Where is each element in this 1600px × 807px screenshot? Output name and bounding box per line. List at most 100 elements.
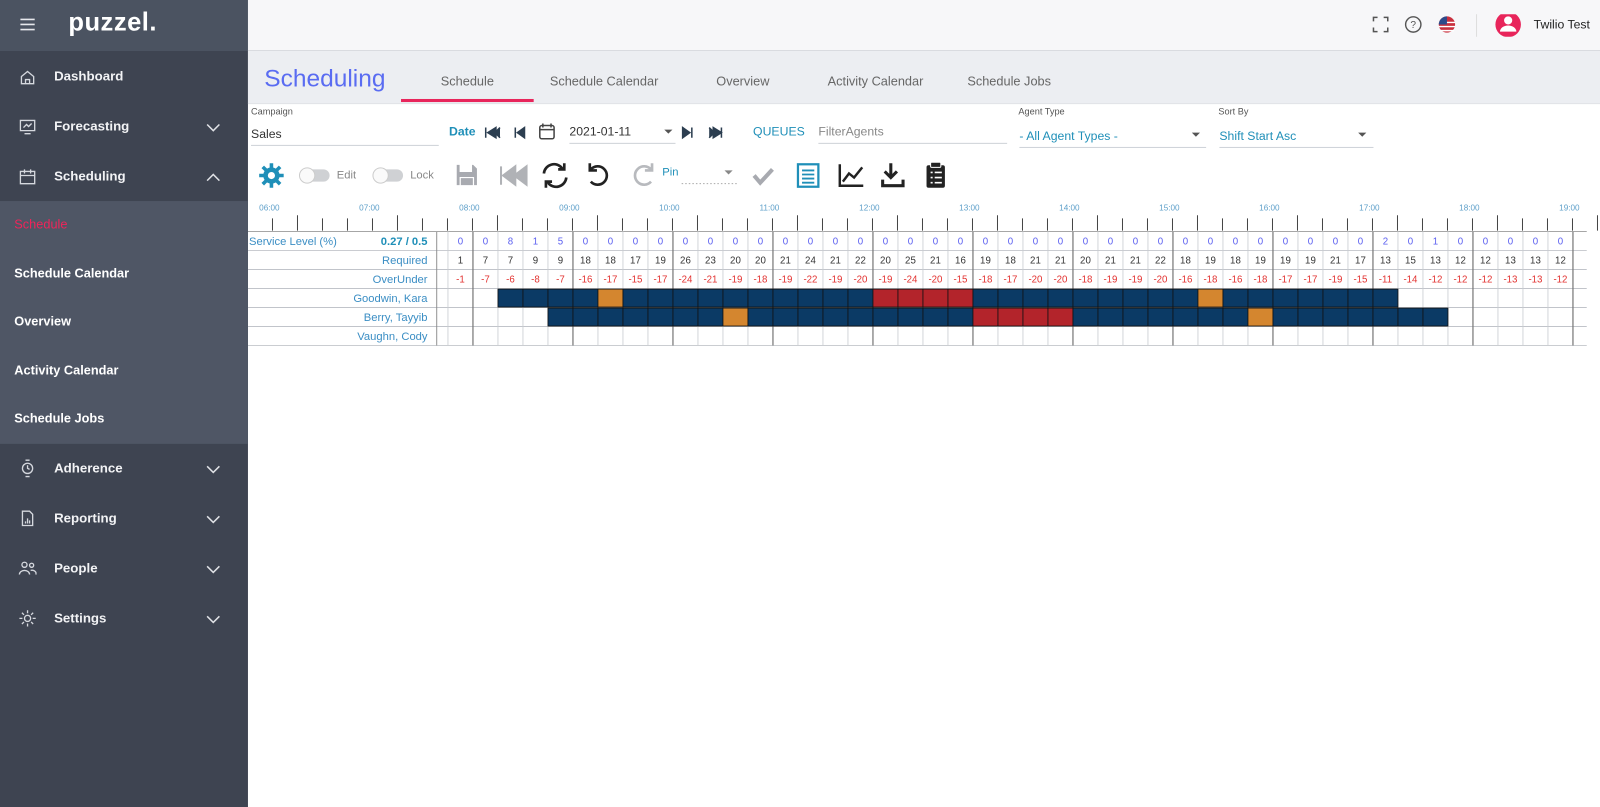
shift-cell[interactable]: [1197, 288, 1224, 308]
shift-cell[interactable]: [847, 288, 874, 308]
list-icon[interactable]: [796, 163, 820, 188]
shift-cell[interactable]: [947, 288, 974, 308]
tab[interactable]: Schedule Calendar: [549, 74, 659, 89]
last-icon[interactable]: [708, 126, 723, 140]
shift-cell[interactable]: [822, 307, 849, 327]
sort-select[interactable]: Shift Start Asc: [1219, 129, 1374, 148]
shift-cell[interactable]: [897, 307, 924, 327]
clipboard-icon[interactable]: [926, 161, 945, 188]
shift-cell[interactable]: [1222, 288, 1249, 308]
shift-cell[interactable]: [1422, 307, 1449, 327]
shift-cell[interactable]: [872, 288, 899, 308]
shift-cell[interactable]: [947, 307, 974, 327]
tab[interactable]: Activity Calendar: [827, 74, 924, 89]
shift-cell[interactable]: [722, 307, 749, 327]
user-name[interactable]: Twilio Test: [1533, 17, 1590, 32]
chevron[interactable]: [206, 464, 220, 474]
save-icon[interactable]: [455, 163, 479, 187]
shift-cell[interactable]: [597, 288, 624, 308]
shift-cell[interactable]: [1047, 307, 1074, 327]
nav-item[interactable]: Forecasting: [54, 117, 130, 134]
shift-cell[interactable]: [1297, 288, 1324, 308]
calendar-icon[interactable]: [539, 124, 555, 140]
agent-name[interactable]: Vaughn, Cody: [357, 331, 428, 343]
shift-cell[interactable]: [647, 288, 674, 308]
shift-cell[interactable]: [672, 307, 699, 327]
shift-cell[interactable]: [1222, 307, 1249, 327]
shift-cell[interactable]: [997, 288, 1024, 308]
logo[interactable]: puzzel.: [68, 8, 157, 37]
shift-cell[interactable]: [547, 288, 574, 308]
shift-cell[interactable]: [1347, 288, 1374, 308]
filter-agents-input[interactable]: FilterAgents: [818, 124, 1008, 144]
chevron[interactable]: [206, 564, 220, 574]
shift-cell[interactable]: [622, 288, 649, 308]
shift-cell[interactable]: [1247, 307, 1274, 327]
shift-cell[interactable]: [1372, 307, 1399, 327]
submenu-item[interactable]: Schedule Jobs: [14, 411, 105, 426]
shift-cell[interactable]: [1022, 288, 1049, 308]
shift-cell[interactable]: [922, 288, 949, 308]
rewind-icon[interactable]: [499, 164, 528, 187]
shift-cell[interactable]: [1397, 307, 1424, 327]
agent-name[interactable]: Berry, Tayyib: [364, 312, 428, 324]
shift-cell[interactable]: [1072, 307, 1099, 327]
shift-cell[interactable]: [772, 288, 799, 308]
agent-name[interactable]: Goodwin, Kara: [353, 293, 428, 305]
first-icon[interactable]: [484, 126, 501, 140]
shift-cell[interactable]: [1047, 288, 1074, 308]
fullscreen-icon[interactable]: [1372, 16, 1389, 33]
shift-cell[interactable]: [1147, 307, 1174, 327]
shift-cell[interactable]: [1097, 288, 1124, 308]
shift-cell[interactable]: [1272, 307, 1299, 327]
check-icon[interactable]: [752, 168, 774, 186]
help-icon[interactable]: [1404, 16, 1422, 33]
shift-cell[interactable]: [647, 307, 674, 327]
shift-cell[interactable]: [1022, 307, 1049, 327]
shift-cell[interactable]: [1147, 288, 1174, 308]
shift-cell[interactable]: [1247, 288, 1274, 308]
chevron[interactable]: [206, 122, 220, 132]
refresh-icon[interactable]: [542, 162, 568, 189]
submenu-item[interactable]: Overview: [14, 314, 72, 329]
nav-item[interactable]: Adherence: [54, 460, 123, 476]
menu-icon[interactable]: [18, 15, 36, 33]
shift-cell[interactable]: [497, 288, 524, 308]
submenu-item[interactable]: Schedule: [14, 217, 68, 232]
chevron[interactable]: [206, 172, 220, 182]
shift-cell[interactable]: [547, 307, 574, 327]
settings-icon[interactable]: [259, 163, 284, 188]
shift-cell[interactable]: [697, 307, 724, 327]
submenu-item[interactable]: Schedule Calendar: [14, 265, 130, 281]
shift-cell[interactable]: [1272, 288, 1299, 308]
shift-cell[interactable]: [822, 288, 849, 308]
shift-cell[interactable]: [872, 307, 899, 327]
chevron[interactable]: [206, 514, 220, 524]
shift-cell[interactable]: [797, 288, 824, 308]
download-icon[interactable]: [881, 163, 905, 188]
date-input[interactable]: 2021-01-11: [569, 124, 676, 144]
prev-icon[interactable]: [514, 126, 526, 140]
shift-cell[interactable]: [722, 288, 749, 308]
shift-cell[interactable]: [522, 288, 549, 308]
shift-cell[interactable]: [1122, 307, 1149, 327]
shift-cell[interactable]: [747, 307, 774, 327]
shift-cell[interactable]: [897, 288, 924, 308]
shift-cell[interactable]: [1322, 288, 1349, 308]
shift-cell[interactable]: [1322, 307, 1349, 327]
nav-item[interactable]: Settings: [54, 610, 107, 626]
shift-cell[interactable]: [622, 307, 649, 327]
tab[interactable]: Schedule: [440, 74, 494, 89]
shift-cell[interactable]: [1097, 307, 1124, 327]
redo-icon[interactable]: [633, 163, 654, 187]
agent-type-select[interactable]: - All Agent Types -: [1019, 129, 1207, 148]
nav-item[interactable]: Scheduling: [54, 167, 126, 184]
shift-cell[interactable]: [1072, 288, 1099, 308]
shift-cell[interactable]: [997, 307, 1024, 327]
queues-button[interactable]: QUEUES: [753, 124, 805, 139]
chart-icon[interactable]: [838, 164, 864, 187]
shift-cell[interactable]: [1372, 288, 1399, 308]
submenu-item[interactable]: Activity Calendar: [14, 362, 119, 378]
shift-cell[interactable]: [1122, 288, 1149, 308]
shift-cell[interactable]: [747, 288, 774, 308]
